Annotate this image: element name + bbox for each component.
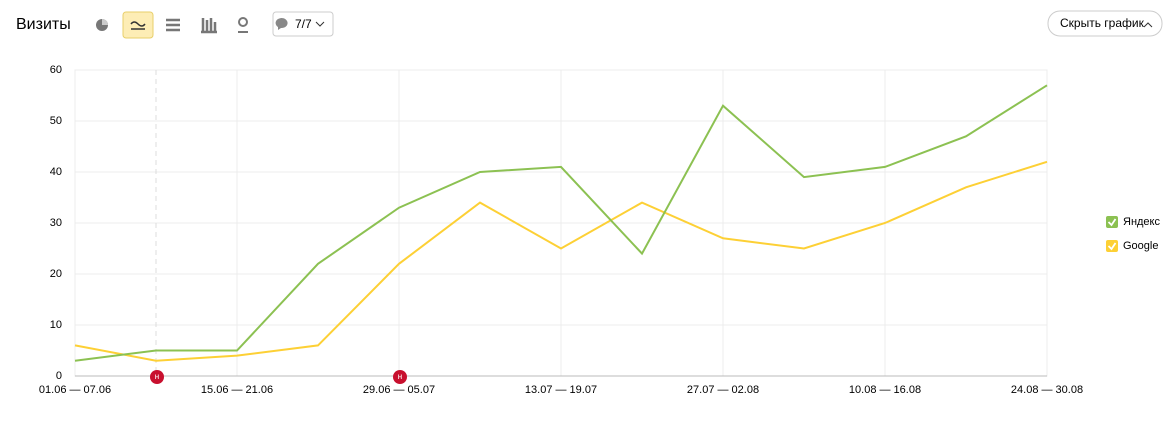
y-tick-label: 0 [56,370,62,382]
x-tick-label: 27.07 — 02.08 [687,384,759,396]
legend-check [1107,242,1117,251]
legend-checkbox [1106,240,1118,252]
y-tick-label: 30 [50,217,62,229]
chart-type-line[interactable] [122,11,154,39]
x-tick-label: 29.06 — 05.07 [363,384,435,396]
legend-label: Google [1123,240,1158,252]
x-tick-label: 13.07 — 19.07 [525,384,597,396]
annotation-label: н [398,372,402,381]
series-line [74,160,1048,362]
y-tick-label: 10 [50,319,62,331]
comments-count: 7/7 [295,17,312,31]
y-tick-label: 40 [50,166,62,178]
annotation-label: н [155,372,159,381]
annotation-marker[interactable] [393,370,407,384]
y-tick-label: 50 [50,115,62,127]
y-tick-label: 20 [50,268,62,280]
chart-type-area[interactable] [166,18,180,32]
legend-checkbox [1106,216,1118,228]
comments-button[interactable]: 7/7 [272,11,334,37]
legend-label: Яндекс [1123,216,1160,228]
series-line [74,84,1048,362]
x-tick-label: 01.06 — 07.06 [39,384,111,396]
plot: 0 10 20 30 40 50 60 01.06 — 07.06 15.06 — 21.06 2… [39,64,1161,396]
x-tick-label: 24.08 — 30.08 [1011,384,1083,396]
legend-check [1107,218,1117,227]
hide-chart-button[interactable]: Скрыть график [1047,10,1163,37]
legend-item[interactable]: Google [1106,240,1158,252]
chart-type-pie[interactable] [96,19,108,31]
x-tick-label: 15.06 — 21.06 [201,384,273,396]
hide-chart-label: Скрыть график [1060,16,1145,30]
annotation-marker[interactable] [150,370,164,384]
chart-type-map[interactable] [238,17,248,33]
chart-type-bar[interactable] [201,18,217,34]
legend-item[interactable]: Яндекс [1106,216,1160,228]
y-tick-label: 60 [50,64,62,76]
title: Визиты [16,16,71,33]
x-tick-label: 10.08 — 16.08 [849,384,921,396]
